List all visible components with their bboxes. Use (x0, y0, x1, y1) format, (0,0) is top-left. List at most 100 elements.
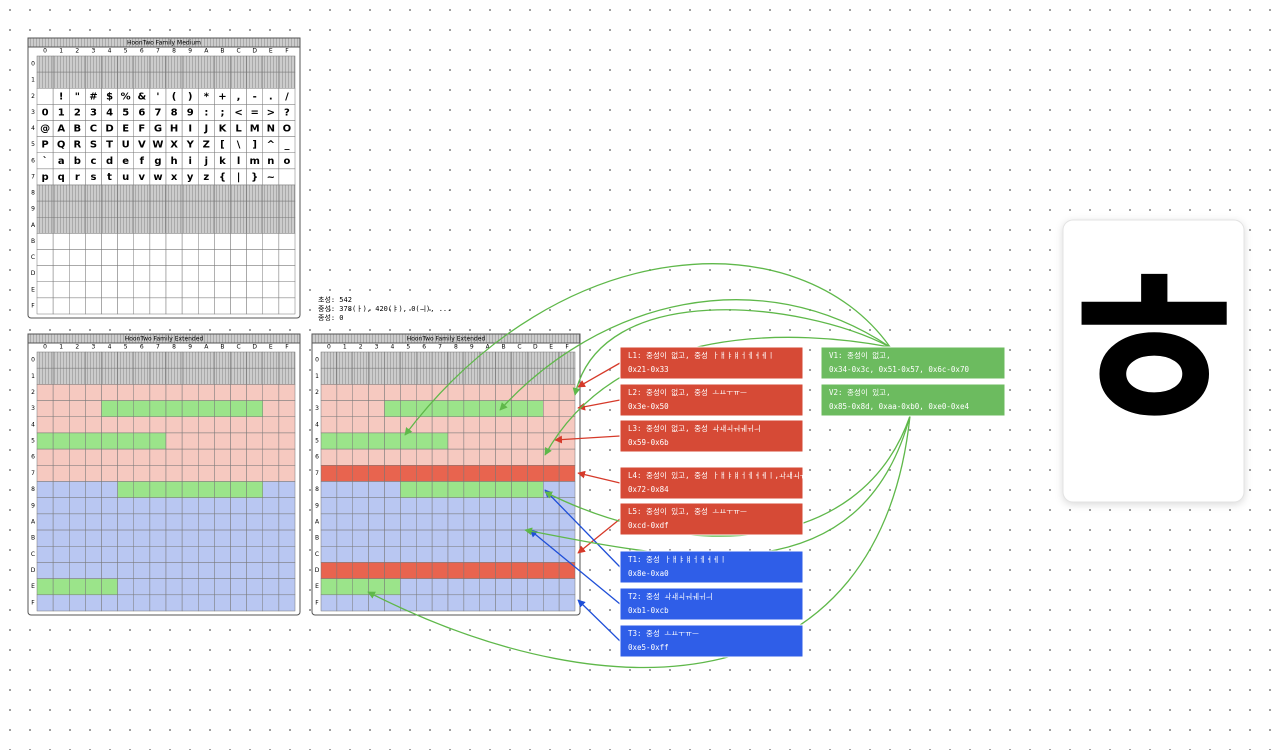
glyph-cell (52, 281, 70, 299)
glyph-cell (230, 249, 247, 266)
glyph-cell (181, 217, 199, 234)
glyph-cell (101, 351, 118, 369)
glyph-cell (447, 465, 465, 482)
glyph-cell (85, 351, 102, 369)
glyph-cell (511, 497, 528, 515)
glyph-cell (69, 265, 86, 282)
glyph-char: E (122, 124, 129, 135)
glyph-cell (198, 351, 215, 369)
glyph-char: 1 (58, 107, 65, 118)
glyph-cell (352, 384, 369, 401)
glyph-cell (246, 384, 263, 401)
glyph-cell (511, 562, 528, 579)
glyph-cell (214, 265, 231, 282)
box-range: 0x3e-0x50 (628, 402, 669, 411)
glyph-cell (262, 367, 280, 385)
glyph-cell (336, 497, 353, 515)
glyph-cell (69, 200, 86, 218)
glyph-cell (431, 367, 449, 385)
glyph-cell (133, 265, 151, 282)
glyph-cell (198, 281, 215, 299)
glyph-cell (117, 594, 134, 612)
glyph-cell (149, 265, 167, 282)
row-label: D (31, 270, 36, 277)
glyph-cell (214, 546, 231, 563)
glyph-cell (262, 546, 280, 563)
glyph-cell (52, 416, 70, 434)
glyph-cell (278, 384, 296, 401)
legend-box (820, 346, 1006, 380)
glyph-cell (85, 513, 102, 531)
glyph-char: h (171, 156, 178, 167)
glyph-cell (246, 71, 263, 89)
glyph-cell (246, 448, 263, 466)
column-label: 3 (92, 48, 96, 55)
glyph-cell (165, 481, 183, 498)
glyph-cell (495, 546, 512, 563)
glyph-cell (117, 233, 134, 250)
glyph-cell (149, 529, 167, 547)
glyph-cell (463, 432, 480, 450)
glyph-cell (262, 432, 280, 450)
row-label: 8 (31, 190, 35, 197)
column-label: A (486, 344, 491, 351)
glyph-cell (479, 562, 496, 579)
glyph-cell (85, 594, 102, 612)
glyph-char: < (234, 107, 242, 118)
glyph-cell (368, 367, 385, 385)
glyph-char: 2 (74, 107, 81, 118)
row-label: E (315, 583, 319, 590)
glyph-cell (52, 513, 70, 531)
window-title: HoonTwo Family Medium (127, 40, 201, 47)
glyph-cell (527, 416, 544, 434)
glyph-cell (181, 184, 199, 202)
glyph-cell (181, 594, 199, 612)
glyph-cell (85, 432, 102, 450)
glyph-cell (85, 384, 102, 401)
glyph-cell (85, 497, 102, 515)
column-label: 7 (156, 48, 160, 55)
glyph-cell (511, 594, 528, 612)
glyph-cell (214, 367, 231, 385)
glyph-cell (181, 233, 199, 250)
glyph-cell (165, 367, 183, 385)
glyph-cell (511, 351, 528, 369)
glyph-cell (181, 497, 199, 515)
glyph-cell (36, 432, 54, 450)
glyph-cell (384, 481, 401, 498)
glyph-cell (511, 546, 528, 563)
glyph-cell (133, 497, 151, 515)
glyph-cell (165, 416, 183, 434)
glyph-char: O (283, 124, 292, 135)
column-label: 7 (156, 344, 160, 351)
column-label: 0 (327, 344, 331, 351)
glyph-cell (230, 546, 247, 563)
glyph-cell (384, 546, 401, 563)
glyph-cell (352, 448, 369, 466)
glyph-char: j (204, 156, 208, 167)
glyph-cell (101, 297, 118, 315)
glyph-char: m (249, 156, 259, 167)
glyph-cell (69, 184, 86, 202)
glyph-cell (278, 351, 296, 369)
glyph-cell (463, 465, 480, 482)
glyph-cell (320, 529, 338, 547)
glyph-cell (527, 594, 544, 612)
glyph-char: # (89, 91, 97, 102)
glyph-cell (85, 184, 102, 202)
glyph-cell (431, 497, 449, 515)
glyph-cell (36, 497, 54, 515)
glyph-cell (278, 265, 296, 282)
column-label: 8 (454, 344, 458, 351)
glyph-cell (543, 384, 560, 401)
glyph-cell (149, 217, 167, 234)
glyph-char: - (253, 91, 257, 102)
glyph-char: ` (43, 155, 48, 167)
glyph-cell (543, 546, 560, 563)
glyph-cell (543, 400, 560, 417)
glyph-cell (149, 432, 167, 450)
glyph-cell (214, 200, 231, 218)
glyph-cell (278, 249, 296, 266)
glyph-cell (85, 367, 102, 385)
